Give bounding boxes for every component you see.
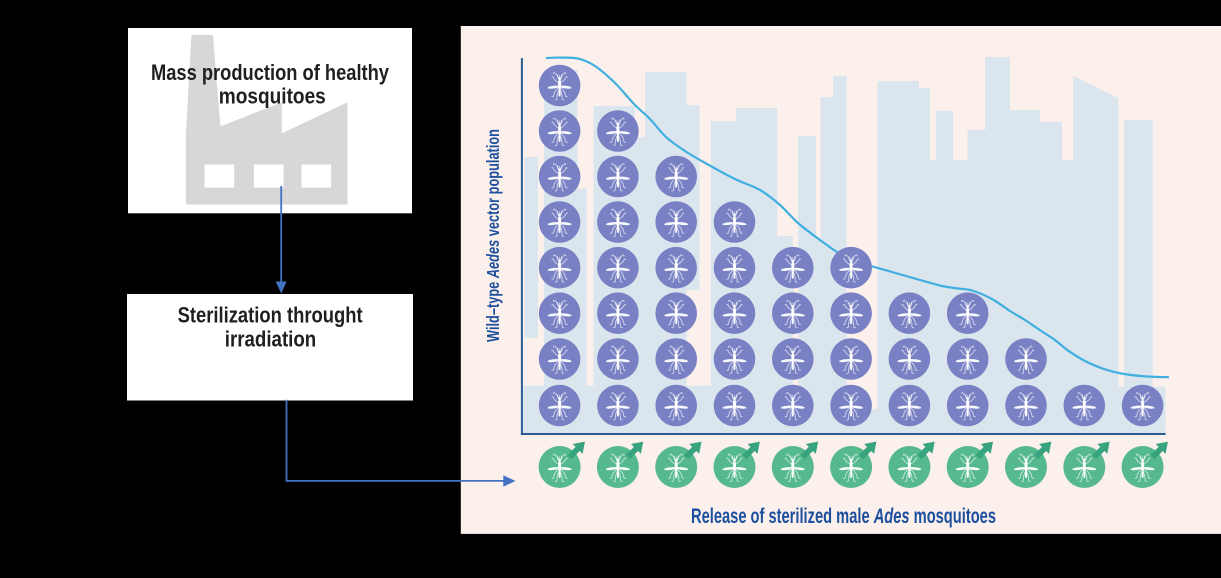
svg-text:Wild–type Aedes vector populat: Wild–type Aedes vector population [483,129,503,342]
svg-text:Mass production of healthy: Mass production of healthy [151,60,390,85]
svg-text:Sterilization throught: Sterilization throught [178,302,364,327]
svg-text:mosquitoes: mosquitoes [219,84,326,109]
svg-text:Release of sterilized male Ade: Release of sterilized male Ades mosquito… [691,504,996,528]
svg-text:irradiation: irradiation [225,327,316,352]
